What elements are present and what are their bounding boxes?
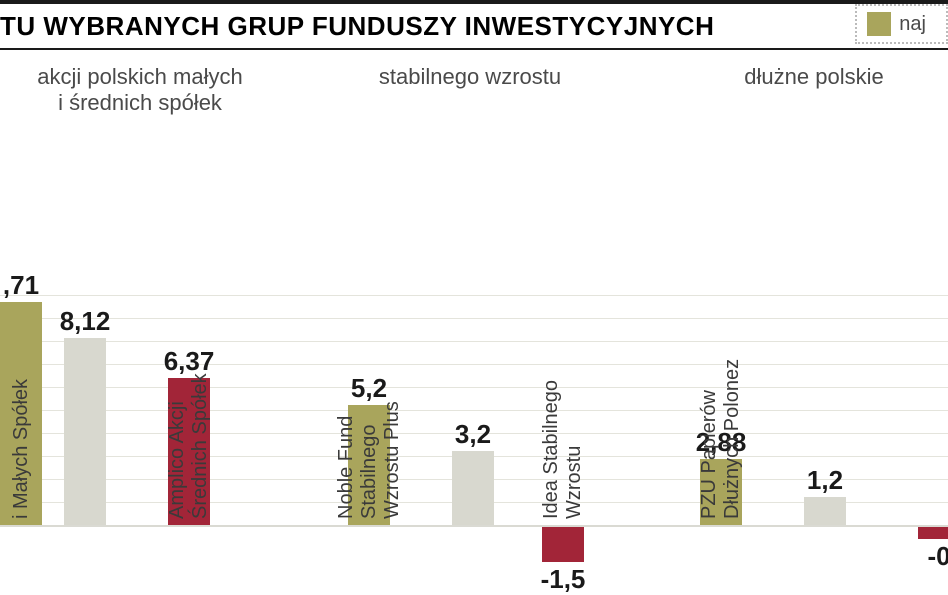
bar [918, 527, 948, 539]
baseline [0, 525, 948, 527]
title-bar: TU WYBRANYCH GRUP FUNDUSZY INWESTYCYJNYC… [0, 0, 948, 50]
axis-label: Amplico AkcjiŚrednich Spółek [166, 373, 212, 519]
chart-title: TU WYBRANYCH GRUP FUNDUSZY INWESTYCYJNYC… [0, 11, 714, 42]
axis-label: PZU PapierówDłużnych Polonez [698, 359, 744, 519]
gridline [0, 318, 948, 319]
group-label: akcji polskich małychi średnich spółek [0, 64, 280, 116]
gridline [0, 410, 948, 411]
value-label: ,71 [0, 270, 66, 301]
value-label: 1,2 [780, 465, 870, 496]
bar [542, 527, 584, 562]
axis-label: Noble FundStabilnegoWzrostu Plus [335, 401, 404, 519]
group-label: stabilnego wzrostu [320, 64, 620, 90]
bar [452, 451, 494, 525]
value-label: 5,2 [324, 373, 414, 404]
chart-area: ,71i Małych Spółek8,126,37Amplico AkcjiŚ… [0, 140, 948, 593]
group-label: dłużne polskie [680, 64, 948, 90]
gridline [0, 341, 948, 342]
legend-swatch [867, 12, 891, 36]
group-labels: akcji polskich małychi średnich spółek st… [0, 64, 948, 134]
gridline [0, 387, 948, 388]
legend: naj [855, 4, 948, 44]
legend-label: naj [899, 13, 926, 36]
value-label: -1,5 [518, 564, 608, 595]
value-label: -0 [894, 541, 948, 572]
bar [804, 497, 846, 525]
axis-label: i Małych Spółek [10, 379, 33, 519]
gridline [0, 295, 948, 296]
axis-label: Idea StabilnegoWzrostu [540, 380, 586, 519]
value-label: 3,2 [428, 419, 518, 450]
gridline [0, 364, 948, 365]
value-label: 8,12 [40, 306, 130, 337]
bar [64, 338, 106, 525]
